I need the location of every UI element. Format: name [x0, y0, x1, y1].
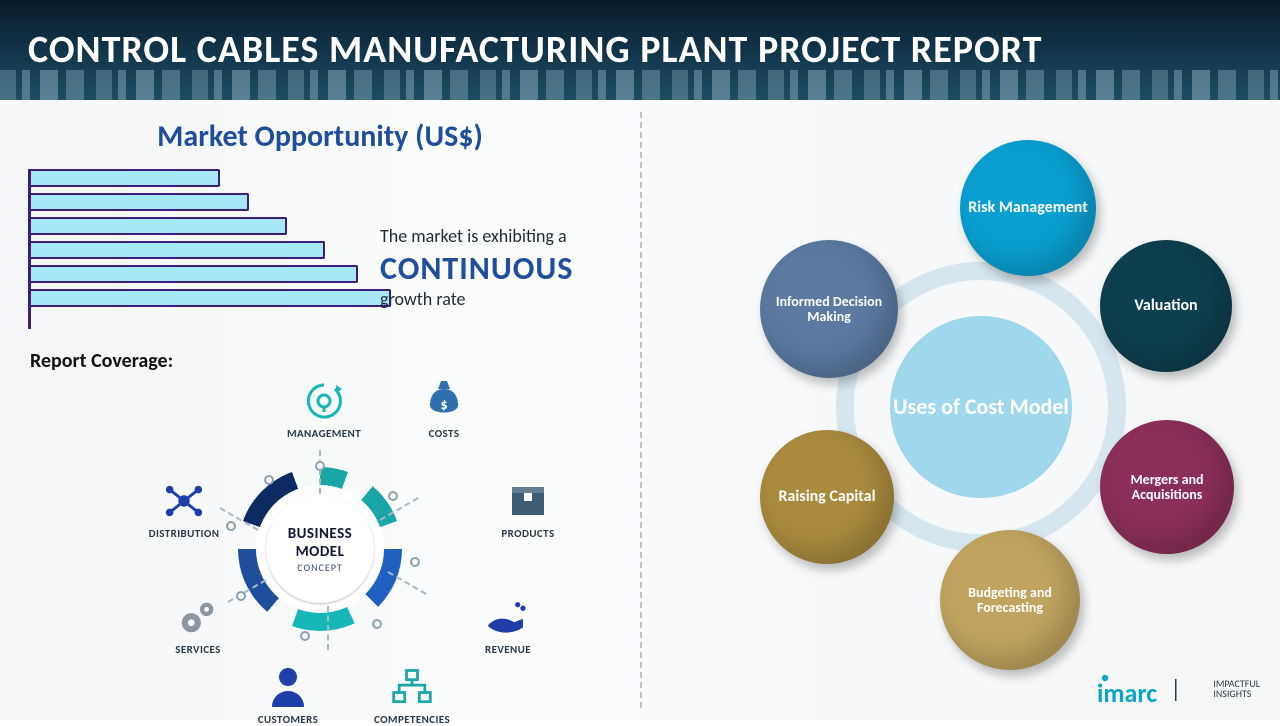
bm-item: DISTRIBUTION: [124, 479, 244, 540]
bar: [31, 193, 249, 211]
org-chart-icon: [390, 665, 434, 709]
bm-core-l2: MODEL: [296, 543, 345, 561]
bm-ring-dot: [388, 491, 398, 501]
bar: [31, 265, 358, 283]
cost-model-node: Risk Management: [960, 140, 1096, 276]
market-opportunity-title: Market Opportunity (US$): [28, 118, 612, 155]
radial-center: Uses of Cost Model: [890, 316, 1072, 498]
cost-model-node: Mergers and Acquisitions: [1100, 420, 1234, 554]
bar: [31, 169, 220, 187]
bm-item-label: PRODUCTS: [468, 527, 588, 540]
cost-model-radial: Uses of Cost Model Risk Management Valuat…: [640, 100, 1280, 720]
node-label: Budgeting and Forecasting: [948, 585, 1072, 616]
node-label: Raising Capital: [778, 488, 875, 506]
node-label: Valuation: [1134, 297, 1197, 315]
bar: [31, 289, 391, 307]
cost-model-node: Valuation: [1100, 240, 1232, 372]
bm-ring-dot: [264, 475, 274, 485]
cycle-bulb-icon: [302, 379, 346, 423]
logo-tagline: IMPACTFUL INSIGHTS: [1213, 679, 1260, 699]
bm-item-label: SERVICES: [138, 643, 258, 656]
bm-item: $ COSTS: [384, 379, 504, 440]
left-panel: Market Opportunity (US$) The market is e…: [0, 100, 640, 720]
business-model-core: BUSINESS MODEL CONCEPT: [266, 495, 374, 603]
bm-item: PRODUCTS: [468, 479, 588, 540]
box-icon: [506, 479, 550, 523]
bm-item-label: MANAGEMENT: [264, 427, 384, 440]
bm-item-label: COSTS: [384, 427, 504, 440]
bm-core-l1: BUSINESS: [288, 525, 353, 543]
bm-item-label: REVENUE: [448, 643, 568, 656]
money-bag-icon: $: [422, 379, 466, 423]
logo-tag2: INSIGHTS: [1213, 689, 1260, 699]
imarc-logo-icon: imarc: [1097, 672, 1207, 706]
growth-line1: The market is exhibiting a: [380, 225, 650, 247]
bm-core-l3: CONCEPT: [297, 561, 343, 574]
growth-line2: growth rate: [380, 288, 650, 310]
bm-item: MANAGEMENT: [264, 379, 384, 440]
bm-spoke: [319, 450, 321, 494]
growth-word: CONTINUOUS: [380, 251, 650, 286]
network-icon: [162, 479, 206, 523]
bm-item: CUSTOMERS: [228, 665, 348, 726]
cost-model-node: Budgeting and Forecasting: [940, 530, 1080, 670]
title-banner: CONTROL CABLES MANUFACTURING PLANT PROJE…: [0, 0, 1280, 100]
growth-caption: The market is exhibiting a CONTINUOUS gr…: [380, 225, 650, 310]
node-label: Mergers and Acquisitions: [1108, 472, 1226, 503]
bar: [31, 241, 325, 259]
bm-item-label: DISTRIBUTION: [124, 527, 244, 540]
business-model-diagram: BUSINESS MODEL CONCEPT MANAGEMENT $ COSTS P…: [28, 379, 612, 709]
bm-ring-dot: [315, 461, 325, 471]
bm-item: SERVICES: [138, 595, 258, 656]
cost-model-node: Informed Decision Making: [760, 240, 898, 378]
bm-item: COMPETENCIES: [352, 665, 472, 726]
bm-ring-dot: [300, 631, 310, 641]
bar: [31, 217, 287, 235]
node-label: Informed Decision Making: [768, 294, 890, 325]
gears-icon: [176, 595, 220, 639]
bm-spoke: [327, 606, 329, 650]
bm-ring-dot: [372, 619, 382, 629]
market-bar-chart: [28, 169, 408, 329]
skyline-decor: [0, 66, 1280, 100]
cost-model-node: Raising Capital: [760, 430, 894, 564]
radial-center-label: Uses of Cost Model: [893, 394, 1069, 419]
brand-logo: imarc IMPACTFUL INSIGHTS: [1097, 672, 1260, 706]
hand-coins-icon: [486, 595, 530, 639]
bm-item: REVENUE: [448, 595, 568, 656]
svg-text:imarc: imarc: [1097, 677, 1157, 706]
report-coverage-title: Report Coverage:: [30, 349, 612, 373]
right-panel: Uses of Cost Model Risk Management Valuat…: [640, 100, 1280, 720]
node-label: Risk Management: [968, 199, 1088, 217]
bm-ring-dot: [410, 557, 420, 567]
svg-text:$: $: [440, 396, 447, 413]
person-icon: [266, 665, 310, 709]
